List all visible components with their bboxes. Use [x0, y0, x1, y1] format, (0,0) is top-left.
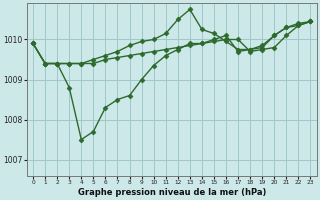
X-axis label: Graphe pression niveau de la mer (hPa): Graphe pression niveau de la mer (hPa) [77, 188, 266, 197]
